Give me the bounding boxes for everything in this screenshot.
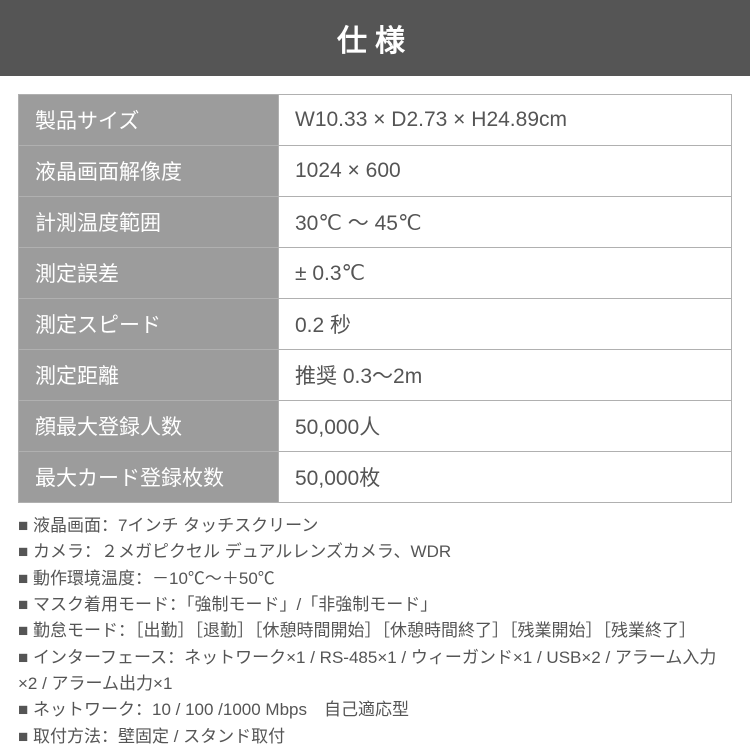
note-line: ■ インターフェース：ネットワーク×1 / RS-485×1 / ウィーガンド×…: [18, 645, 732, 698]
spec-label: 液晶画面解像度: [19, 146, 279, 197]
spec-header: 仕様: [0, 0, 750, 76]
table-row: 最大カード登録枚数 50,000枚: [19, 452, 732, 503]
spec-value: 50,000人: [279, 401, 732, 452]
spec-value: ± 0.3℃: [279, 248, 732, 299]
spec-header-title: 仕様: [337, 25, 413, 58]
spec-label: 測定誤差: [19, 248, 279, 299]
table-row: 測定誤差 ± 0.3℃: [19, 248, 732, 299]
spec-value: 1024 × 600: [279, 146, 732, 197]
note-line: ■ カメラ：２メガピクセル デュアルレンズカメラ、WDR: [18, 539, 732, 565]
spec-value: 推奨 0.3～2m: [279, 350, 732, 401]
note-line: ■ 動作環境温度：－10℃～＋50℃: [18, 566, 732, 592]
table-row: 液晶画面解像度 1024 × 600: [19, 146, 732, 197]
note-line: ■ 取付方法：壁固定 / スタンド取付: [18, 724, 732, 750]
spec-label: 最大カード登録枚数: [19, 452, 279, 503]
table-row: 測定スピード 0.2 秒: [19, 299, 732, 350]
spec-table-body: 製品サイズ W10.33 × D2.73 × H24.89cm 液晶画面解像度 …: [19, 95, 732, 503]
note-line: ■ ネットワーク：10 / 100 /1000 Mbps 自己適応型: [18, 697, 732, 723]
table-row: 測定距離 推奨 0.3～2m: [19, 350, 732, 401]
spec-value: 30℃ ～ 45℃: [279, 197, 732, 248]
spec-value: 0.2 秒: [279, 299, 732, 350]
spec-notes: ■ 液晶画面：7インチ タッチスクリーン ■ カメラ：２メガピクセル デュアルレ…: [18, 513, 732, 750]
table-row: 製品サイズ W10.33 × D2.73 × H24.89cm: [19, 95, 732, 146]
note-line: ■ 液晶画面：7インチ タッチスクリーン: [18, 513, 732, 539]
note-line: ■ 勤怠モード：［出勤］［退勤］［休憩時間開始］［休憩時間終了］［残業開始］［残…: [18, 618, 732, 644]
spec-table: 製品サイズ W10.33 × D2.73 × H24.89cm 液晶画面解像度 …: [18, 94, 732, 503]
spec-value: W10.33 × D2.73 × H24.89cm: [279, 95, 732, 146]
spec-value: 50,000枚: [279, 452, 732, 503]
spec-label: 製品サイズ: [19, 95, 279, 146]
table-row: 顔最大登録人数 50,000人: [19, 401, 732, 452]
spec-label: 計測温度範囲: [19, 197, 279, 248]
table-row: 計測温度範囲 30℃ ～ 45℃: [19, 197, 732, 248]
spec-label: 測定距離: [19, 350, 279, 401]
note-line: ■ マスク着用モード：「強制モード」/「非強制モード」: [18, 592, 732, 618]
spec-label: 顔最大登録人数: [19, 401, 279, 452]
spec-label: 測定スピード: [19, 299, 279, 350]
